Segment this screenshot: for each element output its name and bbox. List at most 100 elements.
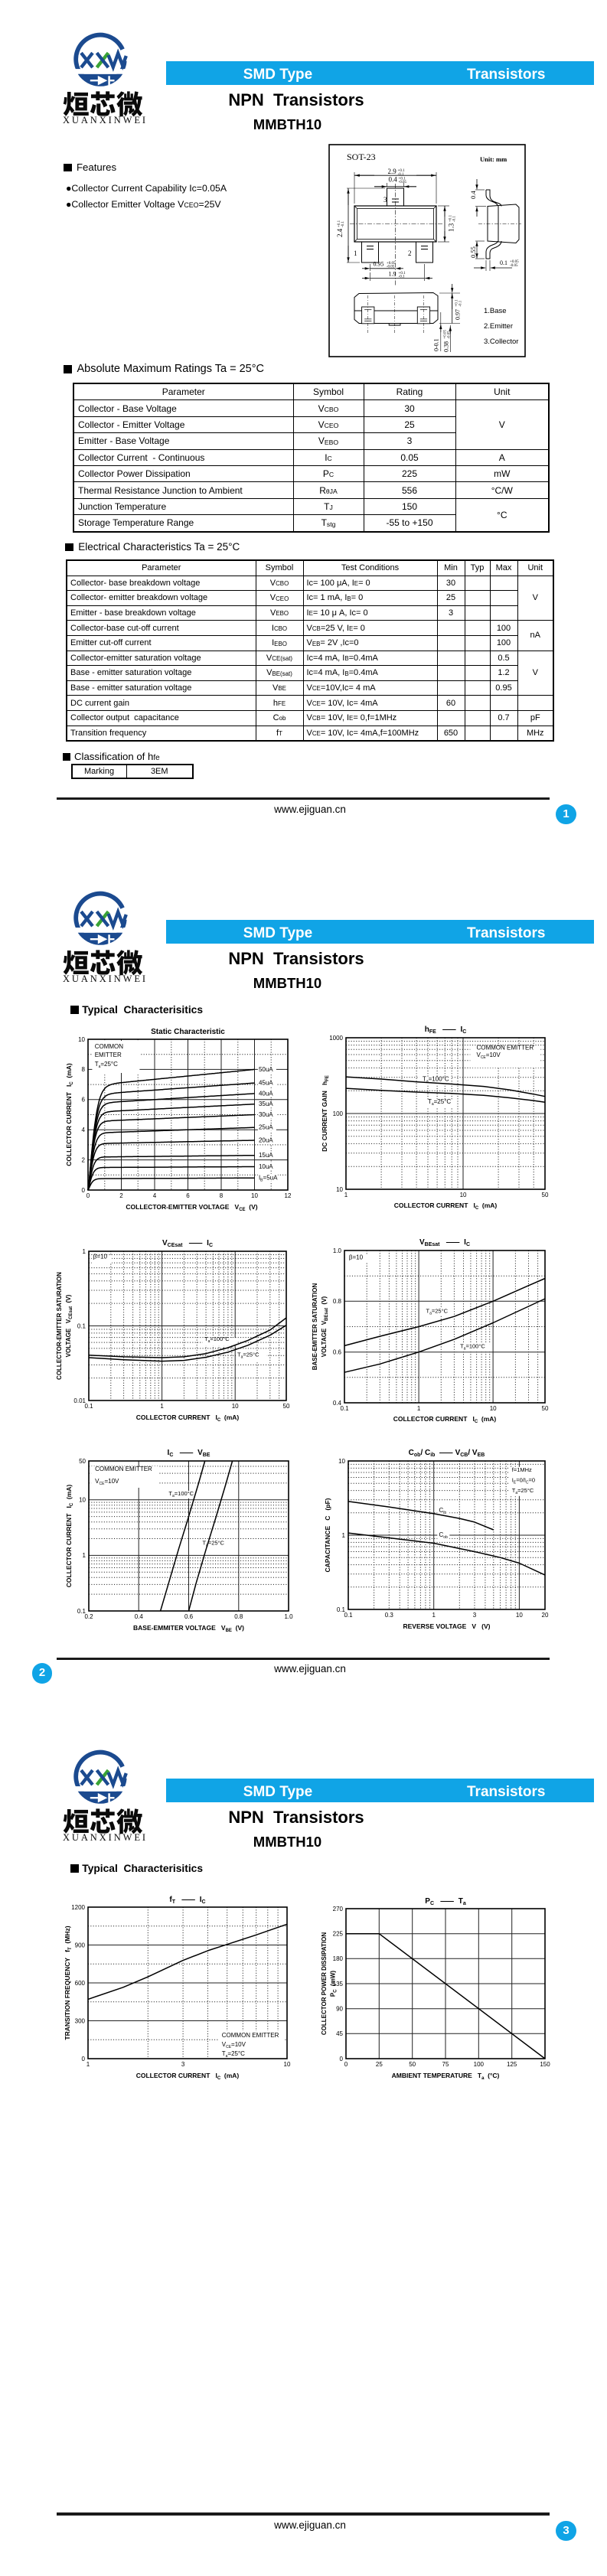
svg-text:1: 1 — [344, 1192, 348, 1198]
svg-text:1200: 1200 — [71, 1904, 85, 1911]
svg-text:8: 8 — [220, 1192, 224, 1199]
svg-text:0.1: 0.1 — [500, 259, 507, 266]
svg-text:Ta​=25°C: Ta​=25°C — [512, 1487, 534, 1495]
svg-text:IC —— VBE: IC —— VBE — [168, 1449, 210, 1458]
svg-text:3.Collector: 3.Collector — [484, 337, 518, 346]
svg-text:135: 135 — [333, 1981, 344, 1987]
svg-text:+0.1: +0.1 — [398, 169, 406, 173]
svg-text:0.4: 0.4 — [333, 1400, 342, 1407]
svg-text:VCE​=10V: VCE​=10V — [222, 2041, 246, 2049]
svg-text:25: 25 — [376, 2061, 383, 2068]
svg-text:DC CURRENT GAIN hFE: DC CURRENT GAIN hFE — [321, 1075, 330, 1152]
svg-text:0.2: 0.2 — [84, 1613, 93, 1620]
svg-text:0-0.1: 0-0.1 — [433, 338, 440, 351]
svg-text:-0.1: -0.1 — [399, 275, 405, 279]
svg-text:30uA: 30uA — [259, 1111, 273, 1118]
svg-text:90: 90 — [336, 2006, 343, 2013]
svg-text:fT —— IC: fT —— IC — [169, 1896, 205, 1905]
svg-text:50: 50 — [542, 1405, 549, 1412]
svg-text:0: 0 — [340, 2056, 344, 2062]
svg-text:-0.1: -0.1 — [452, 216, 456, 222]
svg-text:AMBIENT TEMPERATURE Ta (°C): AMBIENT TEMPERATURE Ta (°C) — [392, 2072, 500, 2081]
svg-text:0.8: 0.8 — [333, 1298, 342, 1305]
svg-text:Ta​=100°C: Ta​=100°C — [423, 1075, 449, 1084]
svg-text:10: 10 — [284, 2061, 291, 2068]
svg-text:6: 6 — [186, 1192, 190, 1199]
svg-text:10: 10 — [232, 1403, 239, 1410]
svg-text:COLLECTOR-EMITTER VOLTAGE VC: COLLECTOR-EMITTER VOLTAGE VCE (V) — [126, 1203, 257, 1212]
svg-text:Ta​=100°C: Ta​=100°C — [204, 1335, 230, 1344]
svg-text:2: 2 — [408, 249, 412, 257]
svg-text:40uA: 40uA — [259, 1090, 273, 1097]
svg-text:Unit:: Unit: — [480, 155, 494, 163]
svg-text:0.4: 0.4 — [389, 175, 398, 183]
svg-text:-0.1: -0.1 — [459, 300, 462, 306]
svg-text:600: 600 — [75, 1980, 86, 1987]
svg-text:+0.1: +0.1 — [455, 299, 459, 307]
svg-text:+0.1: +0.1 — [338, 220, 341, 227]
svg-text:COMMON EMITTER: COMMON EMITTER — [95, 1466, 152, 1472]
svg-text:-0.05: -0.05 — [387, 265, 395, 269]
svg-text:Ta​=100°C: Ta​=100°C — [460, 1343, 485, 1352]
svg-text:10: 10 — [79, 1497, 86, 1504]
svg-text:SOT-23: SOT-23 — [347, 152, 376, 162]
svg-text:VOLTAGE VBEsat (V): VOLTAGE VBEsat (V) — [321, 1296, 329, 1357]
svg-text:0.95: 0.95 — [374, 261, 384, 268]
svg-text:VCE​=10V: VCE​=10V — [476, 1052, 501, 1060]
svg-text:0.1: 0.1 — [340, 1405, 349, 1412]
svg-text:VBEsat —— IC: VBEsat —— IC — [419, 1238, 470, 1247]
svg-text:COMMON EMITTER: COMMON EMITTER — [476, 1044, 534, 1051]
svg-text:-0.1: -0.1 — [398, 173, 404, 177]
svg-text:15uA: 15uA — [259, 1152, 273, 1159]
svg-text:1: 1 — [86, 2061, 90, 2068]
svg-text:10: 10 — [490, 1405, 497, 1412]
svg-text:CAPACITANCE C (pF): CAPACITANCE C (pF) — [324, 1498, 331, 1572]
svg-text:50: 50 — [409, 2061, 416, 2068]
svg-text:4: 4 — [82, 1127, 86, 1133]
svg-text:Ta​=25°C: Ta​=25°C — [222, 2050, 245, 2059]
svg-text:Ta​=25°C: Ta​=25°C — [237, 1351, 259, 1359]
svg-text:270: 270 — [333, 1906, 344, 1912]
svg-text:0: 0 — [82, 1187, 86, 1194]
svg-text:0.8: 0.8 — [234, 1613, 243, 1620]
svg-text:Ta​=25°C: Ta​=25°C — [202, 1540, 224, 1548]
svg-text:Ta​=25°C: Ta​=25°C — [95, 1061, 118, 1069]
svg-text:1: 1 — [432, 1612, 436, 1619]
svg-text:50: 50 — [79, 1458, 86, 1465]
svg-text:Ta​=25°C: Ta​=25°C — [426, 1307, 448, 1316]
svg-text:12: 12 — [285, 1192, 292, 1199]
svg-text:225: 225 — [333, 1931, 344, 1938]
svg-text:COLLECTOR CURRENT IC (mA): COLLECTOR CURRENT IC (mA) — [394, 1202, 498, 1211]
svg-text:-0.1: -0.1 — [341, 221, 345, 227]
svg-text:IE​=0/IC​=0: IE​=0/IC​=0 — [512, 1477, 535, 1485]
svg-text:COLLECTOR CURRENT IC (mA): COLLECTOR CURRENT IC (mA) — [136, 2072, 240, 2081]
svg-text:1: 1 — [342, 1532, 346, 1539]
svg-text:0.97: 0.97 — [455, 309, 462, 320]
svg-text:75: 75 — [442, 2061, 449, 2068]
svg-text:10: 10 — [516, 1612, 523, 1619]
svg-text:2: 2 — [119, 1192, 123, 1199]
svg-text:TRANSITION FREQUENCY fT (MH: TRANSITION FREQUENCY fT (MHz) — [64, 1925, 73, 2040]
svg-text:1: 1 — [417, 1405, 421, 1412]
svg-text:2: 2 — [82, 1156, 86, 1163]
svg-text:180: 180 — [333, 1955, 344, 1962]
svg-text:+0.1: +0.1 — [449, 214, 453, 222]
svg-text:β=10: β=10 — [93, 1253, 108, 1260]
svg-text:1.0: 1.0 — [333, 1247, 342, 1254]
svg-text:900: 900 — [75, 1942, 86, 1948]
svg-text:PC (mW): PC (mW) — [330, 1971, 338, 1997]
svg-text:125: 125 — [507, 2061, 517, 2068]
svg-text:100: 100 — [333, 1110, 344, 1117]
svg-text:COLLECTOR CURRENT IC (mA): COLLECTOR CURRENT IC (mA) — [393, 1415, 497, 1424]
svg-text:10: 10 — [78, 1036, 85, 1043]
svg-text:1: 1 — [83, 1248, 86, 1255]
svg-text:35uA: 35uA — [259, 1101, 273, 1107]
svg-text:10: 10 — [251, 1192, 258, 1199]
svg-text:3: 3 — [181, 2061, 185, 2068]
svg-text:1.0: 1.0 — [284, 1613, 293, 1620]
svg-text:COLLECTOR CURRENT IC (mA): COLLECTOR CURRENT IC (mA) — [65, 1063, 74, 1166]
svg-text:hFE —— IC: hFE —— IC — [425, 1026, 467, 1035]
svg-text:4: 4 — [153, 1192, 157, 1199]
svg-text:f=1MHz: f=1MHz — [512, 1466, 532, 1473]
svg-text:+0.05: +0.05 — [387, 262, 396, 266]
